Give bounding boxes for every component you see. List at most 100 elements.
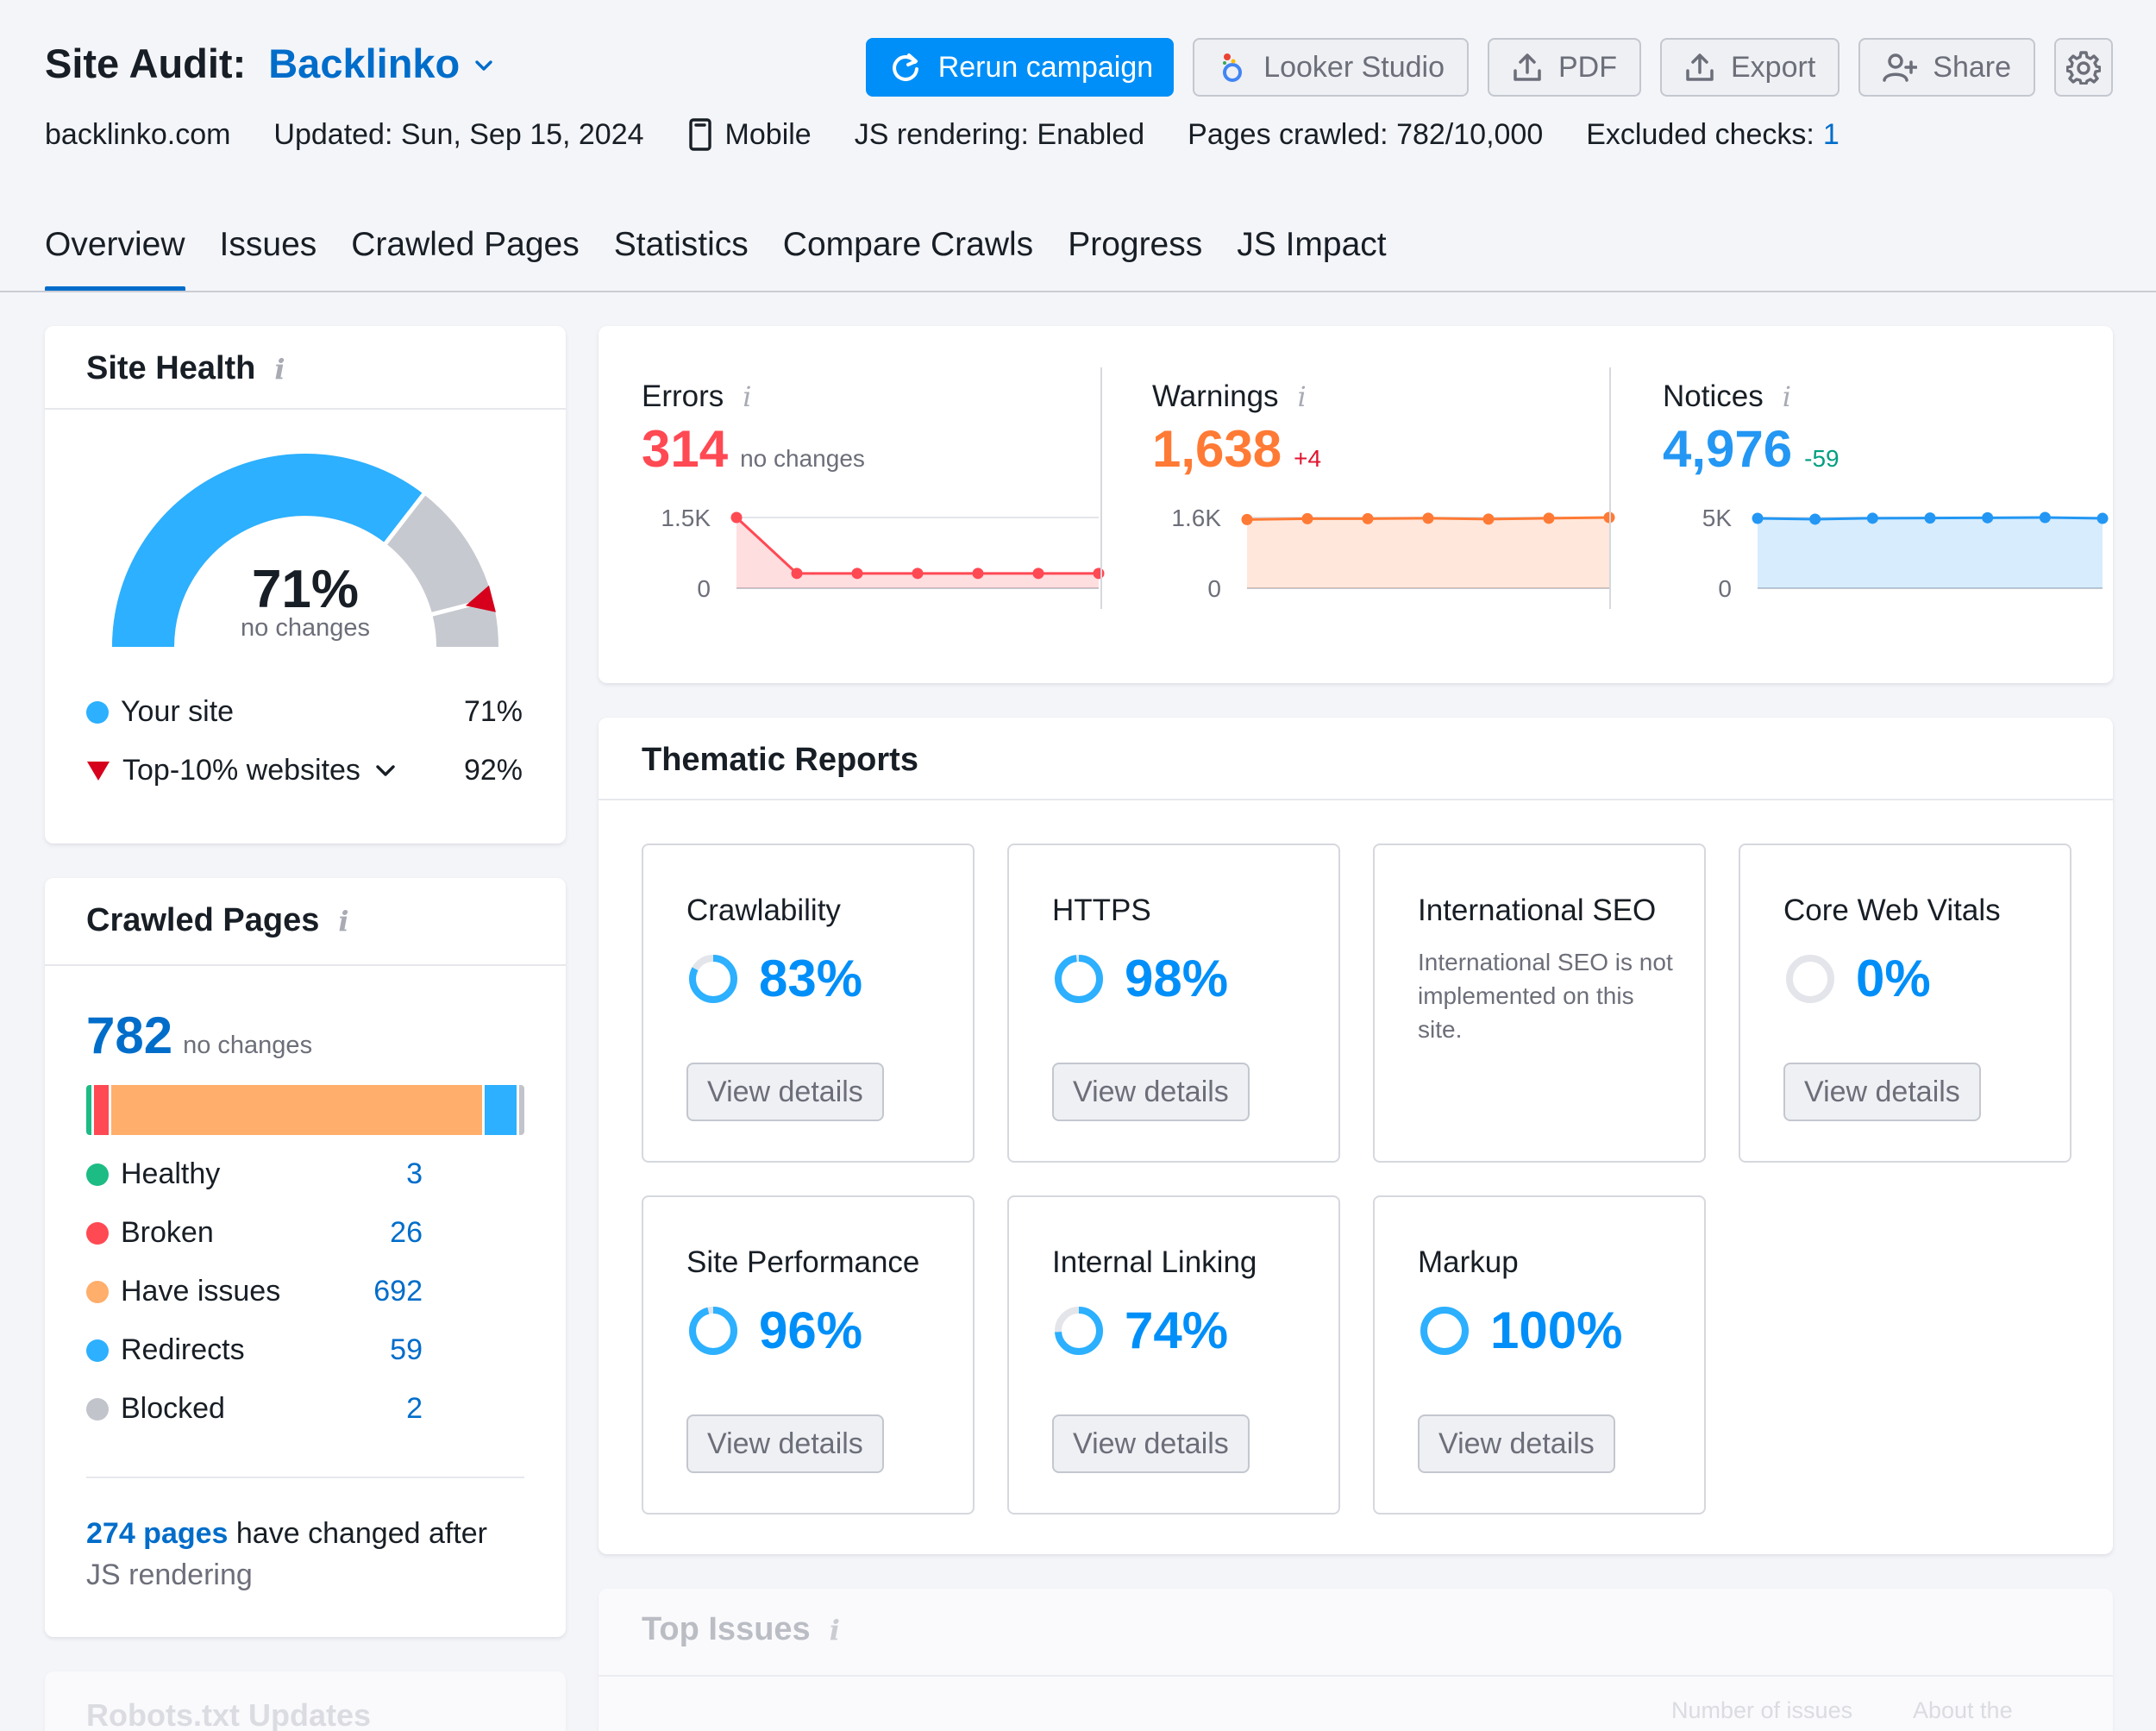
share-label: Share — [1933, 50, 2011, 84]
robots-updates-card: Robots.txt Updates — [45, 1671, 566, 1731]
sparkline-point — [2096, 512, 2109, 524]
crawled-pages-total-row: 782 no changes — [86, 1006, 312, 1065]
info-icon[interactable]: i — [338, 904, 349, 938]
warnings-widget[interactable]: Warnings i 1,638 +4 1.6K 0 — [1152, 326, 1618, 683]
top-issues-title-text: Top Issues — [642, 1611, 811, 1647]
report-score: 0% — [1783, 949, 1931, 1008]
rerun-campaign-label: Rerun campaign — [937, 50, 1154, 84]
warnings-count[interactable]: 1,638 — [1152, 420, 1282, 478]
excluded-checks: Excluded checks: 1 — [1586, 118, 1839, 152]
info-icon[interactable]: i — [1297, 380, 1307, 413]
pdf-label: PDF — [1558, 50, 1617, 84]
chevron-down-icon[interactable] — [473, 55, 494, 76]
issues-summary-card: Errors i 314 no changes 1.5K 0 Warnings i… — [599, 326, 2113, 683]
bar-segment-redirects[interactable] — [484, 1085, 519, 1135]
sparkline-point — [730, 511, 743, 524]
pdf-button[interactable]: PDF — [1488, 38, 1641, 97]
thematic-report-internal-linking[interactable]: Internal Linking 74% View details — [1007, 1195, 1340, 1515]
notices-widget[interactable]: Notices i 4,976 -59 5K 0 — [1663, 326, 2111, 683]
column-separator — [1609, 367, 1611, 609]
list-item-count[interactable]: 2 — [406, 1392, 423, 1425]
thematic-report-international-seo[interactable]: International SEO International SEO is no… — [1373, 844, 1706, 1163]
view-details-button[interactable]: View details — [1418, 1414, 1615, 1473]
project-selector[interactable]: Backlinko — [268, 41, 461, 86]
list-item-count[interactable]: 26 — [390, 1216, 423, 1249]
list-item: Redirects 59 — [86, 1333, 423, 1367]
report-score: 96% — [686, 1301, 862, 1360]
tab-crawled-pages[interactable]: Crawled Pages — [351, 226, 580, 263]
list-item-count[interactable]: 692 — [373, 1275, 423, 1308]
share-button[interactable]: Share — [1858, 38, 2035, 97]
tab-overview[interactable]: Overview — [45, 226, 185, 292]
y-axis-tick-label: 0 — [1207, 575, 1221, 602]
info-icon[interactable]: i — [274, 352, 285, 386]
view-details-button[interactable]: View details — [1783, 1063, 1981, 1121]
score-ring-icon — [1420, 1306, 1469, 1355]
report-name: Markup — [1418, 1245, 1519, 1279]
tab-js-impact[interactable]: JS Impact — [1237, 226, 1387, 263]
report-score-value: 74% — [1125, 1301, 1229, 1359]
view-details-button[interactable]: View details — [686, 1414, 884, 1473]
errors-delta: no changes — [740, 445, 865, 472]
triangle-down-icon — [87, 761, 110, 781]
chevron-down-icon[interactable] — [374, 762, 397, 781]
info-icon[interactable]: i — [829, 1613, 840, 1646]
list-item-label: Have issues — [121, 1275, 281, 1308]
report-score: 83% — [686, 949, 862, 1008]
site-health-score: 71% — [251, 560, 360, 619]
js-rendering-status: JS rendering: Enabled — [854, 117, 1145, 151]
info-icon[interactable]: i — [743, 380, 752, 413]
card-divider — [45, 964, 566, 966]
warnings-sparkline: 1.6K 0 — [1171, 505, 1615, 602]
top10-label[interactable]: Top-10% websites — [122, 754, 360, 787]
bar-segment-blocked[interactable] — [518, 1085, 524, 1135]
tab-issues[interactable]: Issues — [219, 226, 317, 263]
crawled-pages-card: Crawled Pages i 782 no changes Healthy 3 B… — [45, 878, 566, 1637]
sparkline-point — [1093, 568, 1105, 580]
info-icon[interactable]: i — [1782, 380, 1791, 413]
top10-value: 92% — [463, 754, 523, 787]
legend-dot — [86, 1163, 109, 1186]
device-label: Mobile — [687, 117, 812, 152]
errors-widget[interactable]: Errors i 314 no changes 1.5K 0 — [642, 326, 1107, 683]
thematic-report-core-web-vitals[interactable]: Core Web Vitals 0% View details — [1739, 844, 2071, 1163]
export-button[interactable]: Export — [1660, 38, 1840, 97]
thematic-report-crawlability[interactable]: Crawlability 83% View details — [642, 844, 975, 1163]
y-axis-tick-label: 1.5K — [661, 505, 711, 531]
js-changed-link[interactable]: 274 pages — [86, 1517, 229, 1550]
tab-progress[interactable]: Progress — [1068, 226, 1203, 263]
bar-segment-have-issues[interactable] — [110, 1085, 485, 1135]
sparkline-point — [1752, 512, 1764, 524]
y-axis-tick-label: 0 — [697, 575, 711, 602]
tab-compare-crawls[interactable]: Compare Crawls — [782, 226, 1034, 263]
card-divider — [86, 1477, 524, 1478]
tab-statistics[interactable]: Statistics — [613, 226, 749, 263]
card-divider — [599, 799, 2113, 800]
thematic-report-markup[interactable]: Markup 100% View details — [1373, 1195, 1706, 1515]
warnings-count-row: 1,638 +4 — [1152, 419, 1321, 479]
excluded-checks-link[interactable]: 1 — [1822, 117, 1839, 151]
list-item-count[interactable]: 59 — [390, 1333, 423, 1366]
bar-segment-healthy[interactable] — [86, 1085, 95, 1135]
warnings-label-text: Warnings — [1152, 379, 1279, 413]
bar-segment-broken[interactable] — [94, 1085, 111, 1135]
view-details-button[interactable]: View details — [1052, 1414, 1250, 1473]
view-details-button[interactable]: View details — [1052, 1063, 1250, 1121]
crawled-pages-total[interactable]: 782 — [86, 1007, 173, 1064]
list-item-count[interactable]: 3 — [406, 1157, 423, 1190]
view-details-button[interactable]: View details — [686, 1063, 884, 1121]
errors-count[interactable]: 314 — [642, 420, 729, 478]
settings-button[interactable] — [2054, 38, 2113, 97]
report-score: 74% — [1052, 1301, 1228, 1360]
thematic-report-site-performance[interactable]: Site Performance 96% View details — [642, 1195, 975, 1515]
sparkline-point — [851, 568, 863, 580]
site-health-change: no changes — [241, 614, 370, 642]
thematic-report-https[interactable]: HTTPS 98% View details — [1007, 844, 1340, 1163]
audit-meta: backlinko.com Updated: Sun, Sep 15, 2024… — [45, 117, 1883, 152]
score-ring-icon — [689, 954, 737, 1003]
looker-studio-button[interactable]: Looker Studio — [1193, 38, 1469, 97]
notices-count[interactable]: 4,976 — [1663, 420, 1793, 478]
legend-dot — [86, 1339, 109, 1362]
sparkline-point — [1482, 513, 1495, 525]
rerun-campaign-button[interactable]: Rerun campaign — [865, 38, 1175, 97]
